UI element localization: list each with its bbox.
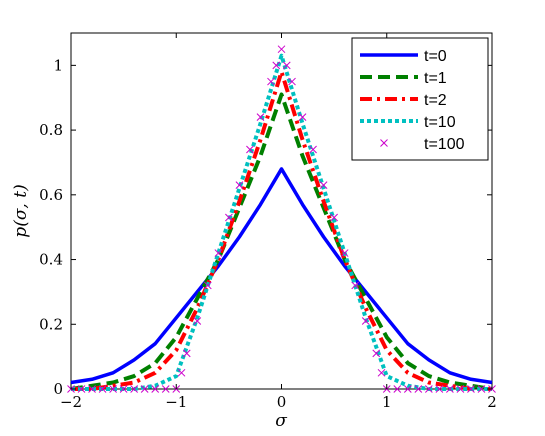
x-axis-label: σ	[275, 411, 287, 431]
series-4-marker	[77, 385, 86, 393]
series-4-marker	[456, 385, 465, 393]
y-tick-label: 1	[53, 56, 63, 74]
series-4-marker	[130, 385, 139, 393]
legend-label: t=0	[424, 48, 447, 65]
series-4-marker	[361, 317, 370, 325]
series-4-marker	[235, 181, 244, 189]
series-4-marker	[256, 113, 265, 121]
y-axis-label: p(σ, t)	[11, 184, 31, 237]
x-tick-label: −2	[60, 393, 82, 411]
series-0-line	[70, 167, 493, 385]
x-tick-label: 2	[487, 393, 497, 411]
series-4-marker	[109, 385, 117, 393]
series-4-marker	[151, 385, 160, 393]
series-4-marker	[193, 317, 202, 325]
series-4-marker	[282, 61, 291, 70]
series-4-marker	[377, 368, 386, 377]
legend-label: t=2	[424, 92, 447, 109]
series-4-marker	[177, 368, 186, 377]
series-4-marker	[403, 385, 412, 393]
y-tick-label: 0	[53, 380, 63, 398]
series-4-marker	[477, 385, 486, 393]
series-4-marker	[446, 385, 454, 393]
series-4-marker	[424, 385, 433, 393]
series-4-marker	[330, 213, 338, 222]
series-4-marker	[88, 385, 96, 393]
y-tick-label: 0.4	[39, 251, 63, 269]
series-4-marker	[225, 213, 233, 222]
series-4-marker	[467, 385, 475, 393]
series-4-marker	[203, 281, 212, 290]
series-4-marker	[288, 77, 296, 86]
series-4-marker	[277, 45, 286, 54]
series-4-marker	[98, 385, 107, 393]
series-4-marker	[414, 385, 423, 393]
series-2-line	[71, 69, 492, 391]
legend-label: t=100	[424, 136, 465, 153]
y-tick-label: 0.2	[39, 315, 63, 333]
series-4-marker	[298, 113, 307, 121]
series-layer	[67, 45, 496, 393]
series-4-marker	[272, 61, 281, 70]
series-4-marker	[214, 249, 223, 257]
series-4-marker	[182, 349, 191, 358]
series-4-marker	[119, 385, 128, 393]
series-1-line	[70, 92, 493, 391]
series-4-marker	[161, 385, 170, 393]
series-4-marker	[319, 181, 328, 189]
ticks-layer: −2 −1 0 1 2 0 0.2 0.4 0.6 0.8 1	[39, 33, 497, 411]
series-4-marker	[267, 77, 275, 86]
series-4-marker	[393, 385, 402, 393]
legend-marker	[380, 139, 388, 147]
series-4-marker	[309, 145, 317, 154]
x-tick-label: 1	[382, 393, 392, 411]
legend-label: t=10	[424, 114, 456, 131]
y-tick-label: 0.8	[39, 121, 63, 139]
series-4-marker	[372, 349, 381, 358]
series-4-marker	[140, 385, 149, 393]
series-4-marker	[246, 145, 254, 154]
series-4-marker	[340, 249, 349, 257]
series-3-line	[71, 53, 492, 391]
x-tick-label: −1	[165, 393, 187, 411]
series-4-marker	[435, 385, 444, 393]
x-tick-label: 0	[277, 393, 287, 411]
legend: t=0 t=1 t=2 t=10 t=100	[351, 37, 489, 161]
series-4-marker	[351, 281, 360, 290]
legend-box	[351, 37, 489, 161]
legend-label: t=1	[424, 70, 447, 87]
y-tick-label: 0.6	[39, 186, 63, 204]
